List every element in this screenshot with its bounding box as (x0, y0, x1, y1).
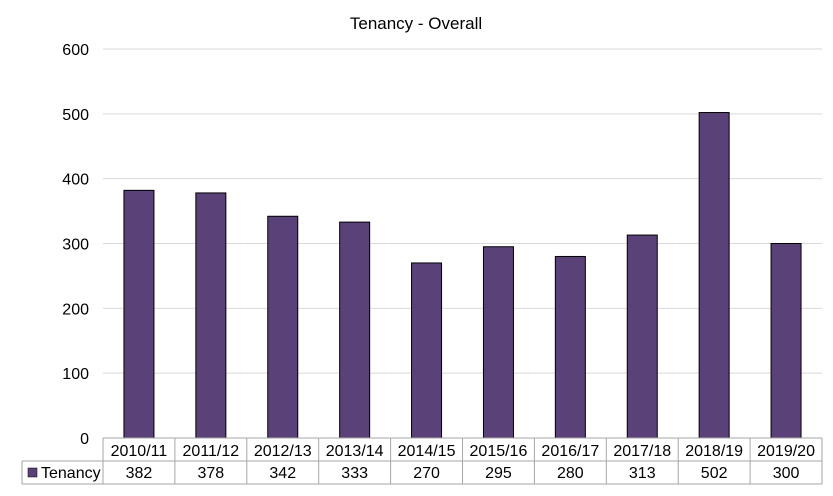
x-tick-label: 2010/11 (111, 443, 168, 460)
y-tick-label: 100 (62, 366, 89, 383)
data-table-value: 295 (485, 465, 512, 482)
data-table-value: 333 (341, 465, 368, 482)
chart-title: Tenancy - Overall (350, 14, 482, 33)
y-tick-label: 400 (62, 172, 89, 189)
data-table-value: 382 (126, 465, 153, 482)
x-tick-label: 2017/18 (613, 443, 671, 460)
x-tick-label: 2019/20 (757, 443, 815, 460)
x-tick-label: 2013/14 (326, 443, 384, 460)
bar (267, 215, 299, 439)
x-tick-label: 2018/19 (685, 443, 743, 460)
bar (626, 234, 658, 439)
bar (770, 243, 802, 439)
bars (123, 112, 802, 439)
y-tick-label: 600 (62, 42, 89, 59)
data-table-value: 270 (413, 465, 440, 482)
x-tick-label: 2012/13 (254, 443, 312, 460)
data-table-value: 280 (557, 465, 584, 482)
data-table-value: 502 (701, 465, 728, 482)
y-axis-ticks: 0 100 200 300 400 500 600 (62, 42, 89, 448)
data-table-value: 378 (197, 465, 224, 482)
x-tick-label: 2014/15 (398, 443, 456, 460)
bar (554, 255, 586, 439)
legend-series-name: Tenancy (41, 465, 101, 482)
bar (698, 112, 730, 439)
data-table: 2010/11 382 2011/12 378 2012/13 342 2013/14 333… (21, 437, 823, 485)
bar (339, 221, 371, 439)
y-tick-label: 500 (62, 107, 89, 124)
data-table-value: 342 (269, 465, 296, 482)
legend-key (27, 467, 38, 478)
bar (195, 192, 227, 439)
x-tick-label: 2011/12 (183, 443, 240, 460)
bar (411, 262, 443, 439)
bar (482, 246, 514, 439)
x-tick-label: 2015/16 (470, 443, 528, 460)
y-tick-label: 200 (62, 301, 89, 318)
bar (123, 189, 155, 439)
data-table-value: 300 (773, 465, 800, 482)
y-tick-label: 0 (80, 431, 89, 448)
x-tick-label: 2016/17 (541, 443, 599, 460)
data-table-value: 313 (629, 465, 656, 482)
y-tick-label: 300 (62, 237, 89, 254)
